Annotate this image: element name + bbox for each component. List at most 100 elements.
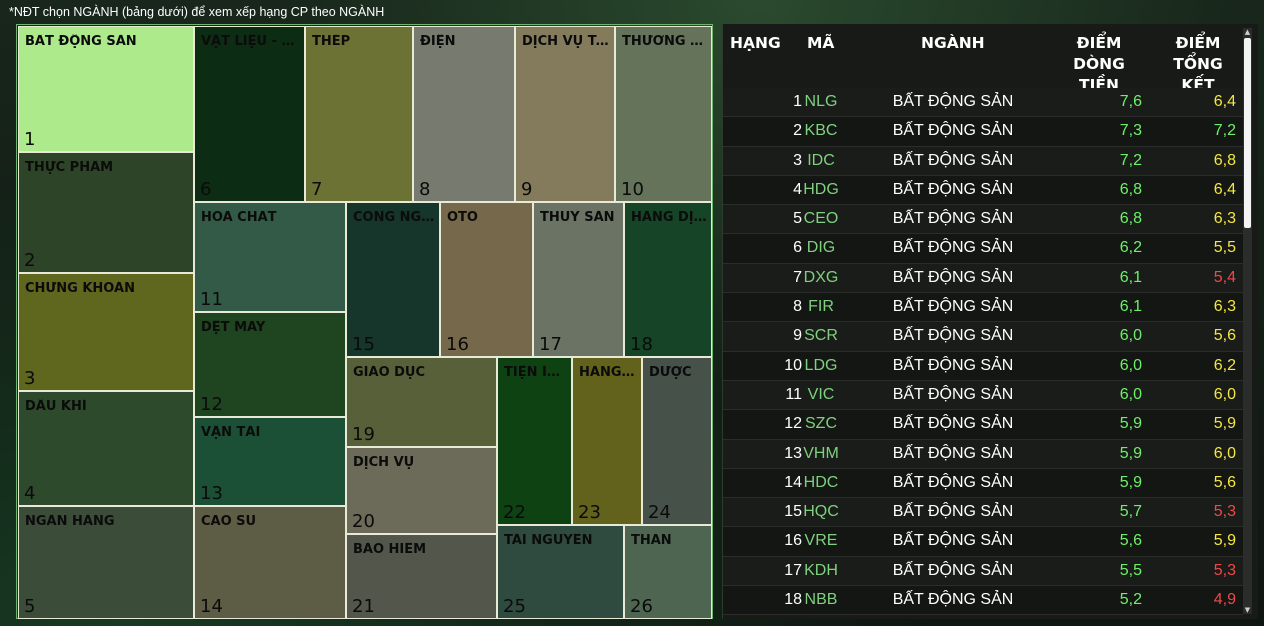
tile-rank-number: 17: [539, 334, 562, 355]
table-row[interactable]: 3 IDC BẤT ĐỘNG SẢN 7,2 6,8: [723, 146, 1243, 176]
cell-rank: 16: [784, 532, 802, 550]
cell-sector: BẤT ĐỘNG SẢN: [892, 298, 1014, 316]
treemap-tile[interactable]: HÓA CHẤT 11: [194, 202, 346, 312]
treemap-tile[interactable]: THỰC PHẨM 2: [18, 152, 194, 273]
treemap-tile[interactable]: DỊCH VỤ TÀI CHÍNH 9: [515, 26, 615, 202]
header-sector[interactable]: NGÀNH: [921, 34, 985, 52]
cell-flow-score: 5,7: [1119, 503, 1142, 521]
table-row[interactable]: 10 LDG BẤT ĐỘNG SẢN 6,0 6,2: [723, 351, 1243, 381]
treemap-tile[interactable]: HÀNG TIÊU DÙNG 23: [572, 357, 642, 525]
header-rank[interactable]: HẠNG: [730, 34, 781, 52]
cell-code: NLG: [804, 93, 838, 110]
tile-label: GIÁO DỤC: [353, 365, 426, 380]
tile-rank-number: 2: [24, 250, 36, 271]
table-row[interactable]: 7 DXG BẤT ĐỘNG SẢN 6,1 5,4: [723, 263, 1243, 294]
header-total-score[interactable]: ĐIỂM TỔNG KẾT: [1155, 33, 1241, 96]
tile-rank-number: 26: [630, 596, 653, 617]
treemap-tile[interactable]: CAO SU 14: [194, 506, 346, 619]
tile-label: VẬT LIỆU - XÂY DỰNG: [201, 34, 300, 49]
table-row[interactable]: 6 DIG BẤT ĐỘNG SẢN 6,2 5,5: [723, 234, 1243, 264]
treemap-tile[interactable]: DƯỢC 24: [642, 357, 712, 525]
treemap-tile[interactable]: DỊCH VỤ 20: [346, 447, 497, 534]
cell-total-score: 6,0: [1213, 444, 1236, 462]
treemap-tile[interactable]: ĐIỆN 8: [413, 26, 515, 202]
header-code[interactable]: MÃ: [807, 34, 835, 52]
cell-code: NBB: [804, 591, 838, 609]
treemap-tile[interactable]: CHỨNG KHOÁN 3: [18, 273, 194, 391]
cell-rank: 8: [793, 298, 802, 316]
table-row[interactable]: 4 HDG BẤT ĐỘNG SẢN 6,8 6,4: [723, 175, 1243, 206]
table-row[interactable]: 15 HQC BẤT ĐỘNG SẢN 5,7 5,3: [723, 498, 1243, 528]
treemap-tile[interactable]: NGÂN HÀNG 5: [18, 506, 194, 619]
tile-rank-number: 20: [352, 511, 375, 532]
table-row[interactable]: 13 VHM BẤT ĐỘNG SẢN 5,9 6,0: [723, 439, 1243, 469]
tile-label: TIỆN ÍCH: [504, 365, 567, 380]
cell-rank: 9: [793, 327, 802, 345]
cell-sector: BẤT ĐỘNG SẢN: [892, 503, 1014, 521]
cell-sector: BẤT ĐỘNG SẢN: [892, 151, 1014, 169]
cell-total-score: 5,6: [1213, 327, 1236, 345]
table-row[interactable]: 8 FIR BẤT ĐỘNG SẢN 6,1 6,3: [723, 293, 1243, 323]
tile-label: THỦY SẢN: [540, 210, 615, 225]
table-row[interactable]: 12 SZC BẤT ĐỘNG SẢN 5,9 5,9: [723, 410, 1243, 440]
table-row[interactable]: 18 NBB BẤT ĐỘNG SẢN 5,2 4,9: [723, 586, 1243, 616]
tile-rank-number: 6: [200, 179, 212, 200]
treemap-tile[interactable]: TÀI NGUYÊN 25: [497, 525, 624, 619]
cell-total-score: 6,3: [1213, 210, 1236, 228]
table-row[interactable]: 17 KDH BẤT ĐỘNG SẢN 5,5 5,3: [723, 556, 1243, 587]
cell-flow-score: 5,5: [1119, 561, 1142, 579]
scroll-up-arrow-icon[interactable]: ▲: [1244, 28, 1251, 36]
treemap-tile[interactable]: BẤT ĐỘNG SẢN 1: [18, 26, 194, 152]
treemap-tile[interactable]: HÀNG DỊCH VỤ 18: [624, 202, 712, 357]
scroll-down-arrow-icon[interactable]: ▼: [1244, 606, 1251, 614]
tile-rank-number: 22: [503, 502, 526, 523]
tile-rank-number: 4: [24, 483, 36, 504]
treemap-tile[interactable]: ÔTÔ 16: [440, 202, 533, 357]
table-row[interactable]: 14 HDC BẤT ĐỘNG SẢN 5,9 5,6: [723, 468, 1243, 499]
header-flow-line1: ĐIỂM: [1076, 34, 1122, 52]
cell-total-score: 5,9: [1213, 415, 1236, 433]
cell-rank: 1: [793, 93, 802, 110]
table-row[interactable]: 11 VIC BẤT ĐỘNG SẢN 6,0 6,0: [723, 380, 1243, 411]
vertical-scrollbar[interactable]: ▲ ▼: [1243, 28, 1252, 614]
tile-rank-number: 24: [648, 502, 671, 523]
cell-sector: BẤT ĐỘNG SẢN: [892, 93, 1014, 110]
treemap-tile[interactable]: THƯƠNG MẠI 10: [615, 26, 712, 202]
table-row[interactable]: 5 CEO BẤT ĐỘNG SẢN 6,8 6,3: [723, 205, 1243, 235]
scroll-thumb[interactable]: [1244, 38, 1251, 228]
treemap-tile[interactable]: THAN 26: [624, 525, 712, 619]
cell-total-score: 5,3: [1213, 561, 1236, 579]
cell-code: VIC: [807, 385, 835, 403]
treemap-tile[interactable]: DẦU KHÍ 4: [18, 391, 194, 506]
table-row[interactable]: 2 KBC BẤT ĐỘNG SẢN 7,3 7,2: [723, 117, 1243, 147]
treemap-tile[interactable]: BẢO HIỂM 21: [346, 534, 497, 619]
treemap-tile[interactable]: VẬN TẢI 13: [194, 417, 346, 506]
tile-rank-number: 10: [621, 179, 644, 200]
treemap-tile[interactable]: GIÁO DỤC 19: [346, 357, 497, 447]
treemap-tile[interactable]: VẬT LIỆU - XÂY DỰNG 6: [194, 26, 305, 202]
header-flow-score[interactable]: ĐIỂM DÒNG TIỀN: [1053, 33, 1145, 96]
treemap-tile[interactable]: THỦY SẢN 17: [533, 202, 624, 357]
cell-code: HDG: [803, 180, 839, 198]
table-row[interactable]: 16 VRE BẤT ĐỘNG SẢN 5,6 5,9: [723, 527, 1243, 557]
cell-rank: 15: [784, 503, 802, 521]
tile-rank-number: 5: [24, 596, 36, 617]
tile-rank-number: 13: [200, 483, 223, 504]
tile-rank-number: 8: [419, 179, 431, 200]
tile-label: HÓA CHẤT: [201, 210, 277, 225]
cell-flow-score: 7,3: [1119, 122, 1142, 140]
tile-label: DỊCH VỤ TÀI CHÍNH: [522, 34, 610, 49]
tile-label: DỆT MAY: [201, 320, 266, 335]
tile-label: THAN: [631, 533, 672, 548]
table-row[interactable]: 1 NLG BẤT ĐỘNG SẢN 7,6 6,4: [723, 88, 1243, 118]
table-row[interactable]: 9 SCR BẤT ĐỘNG SẢN 6,0 5,6: [723, 322, 1243, 352]
treemap-tile[interactable]: TIỆN ÍCH 22: [497, 357, 572, 525]
treemap-tile[interactable]: CÔNG NGHỆ 15: [346, 202, 440, 357]
tile-rank-number: 14: [200, 596, 223, 617]
treemap-tile[interactable]: DỆT MAY 12: [194, 312, 346, 417]
tile-label: HÀNG DỊCH VỤ: [631, 210, 707, 225]
treemap-tile[interactable]: THÉP 7: [305, 26, 413, 202]
cell-code: HQC: [803, 503, 839, 521]
cell-sector: BẤT ĐỘNG SẢN: [892, 180, 1014, 198]
tile-rank-number: 21: [352, 596, 375, 617]
